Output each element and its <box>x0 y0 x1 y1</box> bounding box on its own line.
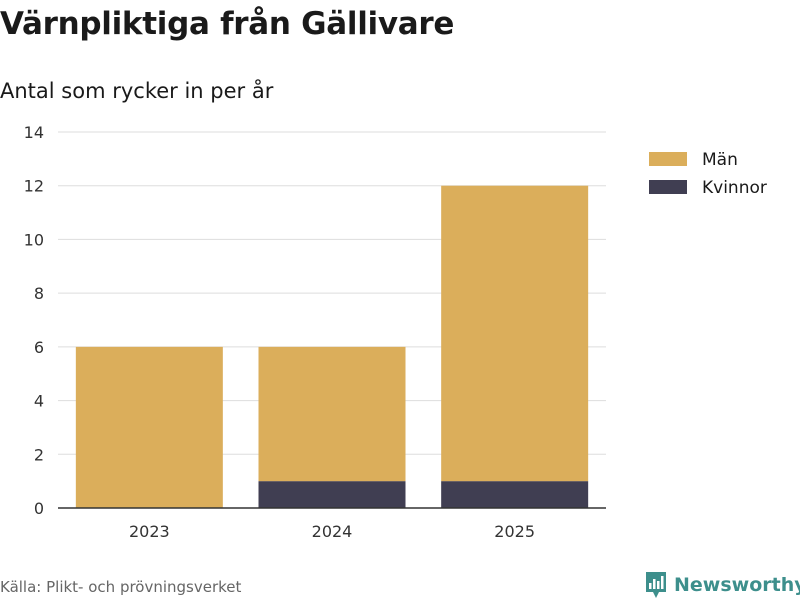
source-note: Källa: Plikt- och prövningsverket <box>0 578 242 596</box>
y-tick-label: 12 <box>24 177 44 196</box>
y-tick-label: 2 <box>34 445 44 464</box>
brand-name: Newsworthy <box>674 574 800 596</box>
chart-title: Värnpliktiga från Gällivare <box>0 6 455 42</box>
y-tick-label: 8 <box>34 284 44 303</box>
bar-man-2024 <box>258 346 406 482</box>
bar-kvinnor-2025 <box>441 481 589 508</box>
y-tick-label: 4 <box>34 392 44 411</box>
y-tick-label: 6 <box>34 338 44 357</box>
chart-subtitle: Antal som rycker in per år <box>0 79 274 103</box>
bar-kvinnor-2024 <box>258 481 406 508</box>
legend-swatch <box>649 152 687 166</box>
newsworthy-logo: Newsworthy <box>644 570 800 600</box>
newsworthy-logo-icon <box>646 572 666 598</box>
bar-man-2023 <box>75 346 223 508</box>
x-tick-label: 2023 <box>129 522 170 541</box>
legend-label: Kvinnor <box>702 178 767 198</box>
x-tick-label: 2025 <box>494 522 535 541</box>
y-tick-label: 0 <box>34 499 44 518</box>
legend-label: Män <box>702 150 738 170</box>
x-tick-label: 2024 <box>312 522 353 541</box>
y-tick-label: 10 <box>24 230 44 249</box>
legend-swatch <box>649 180 687 194</box>
y-tick-label: 14 <box>24 123 44 142</box>
bar-man-2025 <box>441 185 589 482</box>
